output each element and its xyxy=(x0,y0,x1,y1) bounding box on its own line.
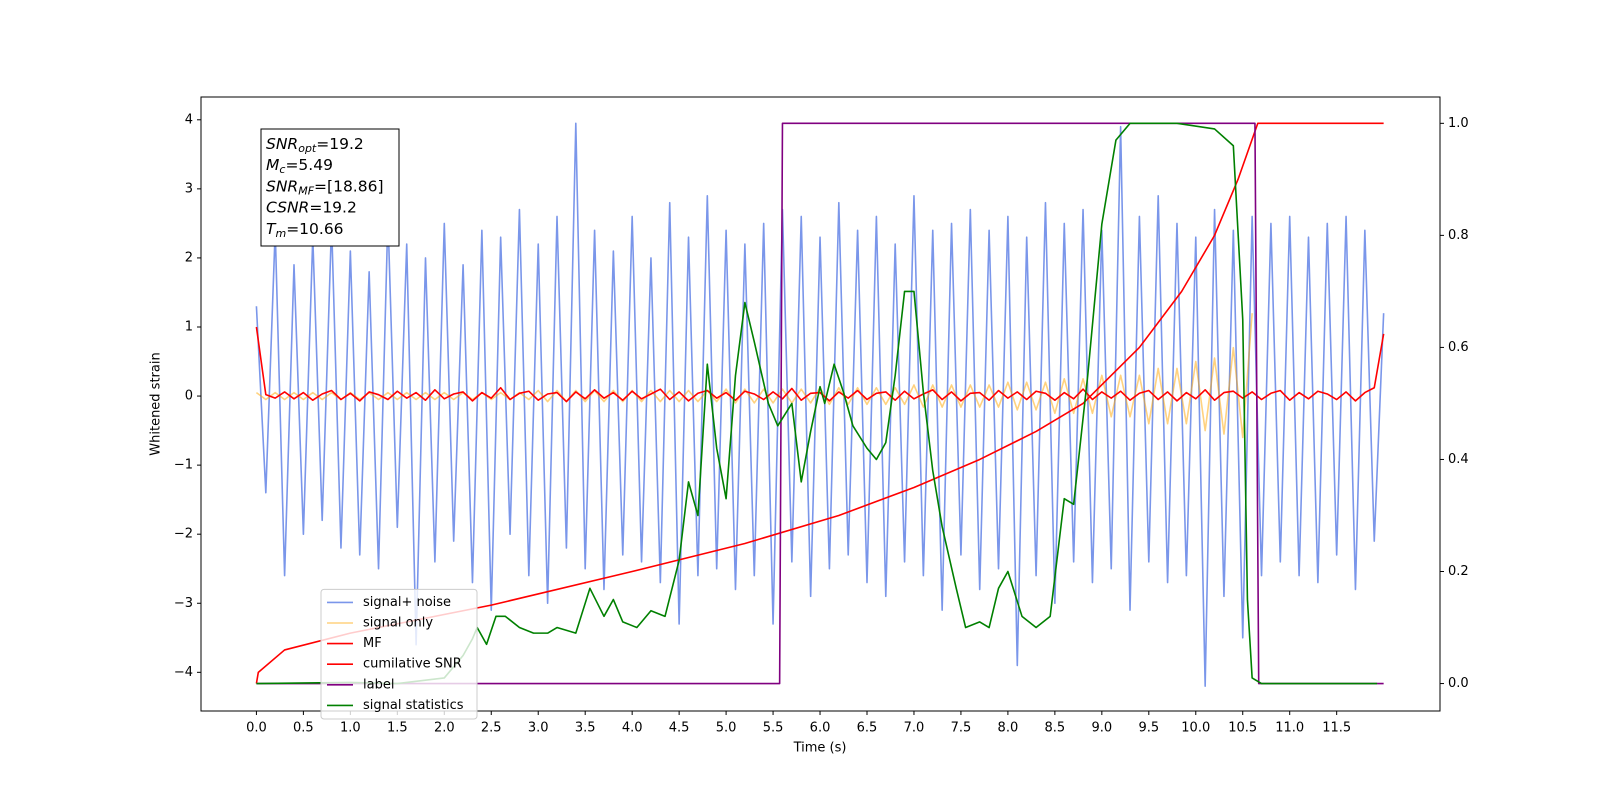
annotation-symbol: SNR xyxy=(266,177,298,195)
y-tick-label: −1 xyxy=(174,458,193,473)
y2-tick-label: 0.2 xyxy=(1448,564,1469,579)
annotation-subscript: MF xyxy=(298,184,314,197)
legend-label: signal statistics xyxy=(363,698,464,713)
y-tick-label: −3 xyxy=(174,596,193,611)
annotation-symbol: M xyxy=(266,156,279,174)
annotation-subscript: opt xyxy=(298,142,317,155)
x-tick-label: 0.5 xyxy=(293,721,314,736)
legend-label: signal+ noise xyxy=(363,595,451,610)
annotation: SNRopt=19.2Mc=5.49SNRMF=[18.86]CSNR=19.2… xyxy=(260,128,400,247)
x-tick-label: 7.0 xyxy=(904,721,925,736)
legend-label: signal only xyxy=(363,616,433,631)
legend-box xyxy=(320,588,478,720)
y2-tick-label: 0.0 xyxy=(1448,676,1469,691)
x-tick-label: 3.0 xyxy=(528,721,549,736)
annotation-value: =10.66 xyxy=(286,219,343,237)
x-tick-label: 9.5 xyxy=(1138,721,1159,736)
x-tick-label: 6.5 xyxy=(857,721,878,736)
y-tick-label: 3 xyxy=(185,181,193,196)
annotation-symbol: CSNR xyxy=(266,198,309,216)
x-tick-label: 5.0 xyxy=(716,721,737,736)
annotation-line: Mc=5.49 xyxy=(266,156,333,177)
y-tick-label: 4 xyxy=(185,112,193,127)
y2-tick-label: 0.8 xyxy=(1448,228,1469,243)
legend-label: label xyxy=(363,677,394,692)
x-tick-label: 2.0 xyxy=(434,721,455,736)
y-tick-label: 0 xyxy=(185,389,193,404)
x-tick-label: 5.5 xyxy=(763,721,784,736)
series-line xyxy=(256,122,1378,685)
annotation-line: SNRopt=19.2 xyxy=(266,135,364,156)
x-tick-label: 10.5 xyxy=(1228,721,1257,736)
series-line xyxy=(255,122,1385,687)
legend: signal+ noise signal only MF cumilative SNR… xyxy=(320,588,478,720)
annotation-line: CSNR=19.2 xyxy=(266,198,357,216)
annotation-line: SNRMF=[18.86] xyxy=(266,177,384,198)
x-tick-label: 1.5 xyxy=(387,721,408,736)
annotation-value: =[18.86] xyxy=(314,177,383,195)
annotation-box xyxy=(260,128,400,247)
annotation-value: =5.49 xyxy=(285,156,333,174)
x-tick-label: 3.5 xyxy=(575,721,596,736)
y-tick-label: 2 xyxy=(185,250,193,265)
x-tick-label: 9.0 xyxy=(1091,721,1112,736)
x-tick-label: 4.5 xyxy=(669,721,690,736)
y-axis-label: Whitened strain xyxy=(149,352,164,455)
annotation-symbol: T xyxy=(266,219,277,237)
y2-tick-label: 0.6 xyxy=(1448,340,1469,355)
y2-tick-label: 0.4 xyxy=(1448,452,1469,467)
x-tick-label: 10.0 xyxy=(1181,721,1210,736)
x-tick-label: 2.5 xyxy=(481,721,502,736)
x-tick-label: 8.0 xyxy=(998,721,1019,736)
annotation-line: Tm=10.66 xyxy=(266,219,344,240)
x-tick-label: 11.5 xyxy=(1322,721,1351,736)
annotation-subscript: m xyxy=(275,227,286,240)
x-tick-label: 11.0 xyxy=(1275,721,1304,736)
y-tick-label: −4 xyxy=(174,665,193,680)
annotation-value: =19.2 xyxy=(316,135,364,153)
annotation-subscript: c xyxy=(279,163,285,176)
legend-label: cumilative SNR xyxy=(363,657,462,672)
annotation-value: =19.2 xyxy=(309,198,357,216)
x-tick-label: 6.0 xyxy=(810,721,831,736)
y-tick-label: −2 xyxy=(174,527,193,542)
legend-label: MF xyxy=(363,636,382,651)
series-line xyxy=(255,326,1385,403)
y2-tick-label: 1.0 xyxy=(1448,116,1469,131)
x-tick-label: 8.5 xyxy=(1045,721,1066,736)
y-tick-label: 1 xyxy=(185,319,193,334)
x-tick-label: 7.5 xyxy=(951,721,972,736)
x-axis-label: Time (s) xyxy=(793,741,847,756)
x-tick-label: 0.0 xyxy=(246,721,267,736)
x-tick-label: 4.0 xyxy=(622,721,643,736)
annotation-symbol: SNR xyxy=(266,135,298,153)
x-tick-label: 1.0 xyxy=(340,721,361,736)
